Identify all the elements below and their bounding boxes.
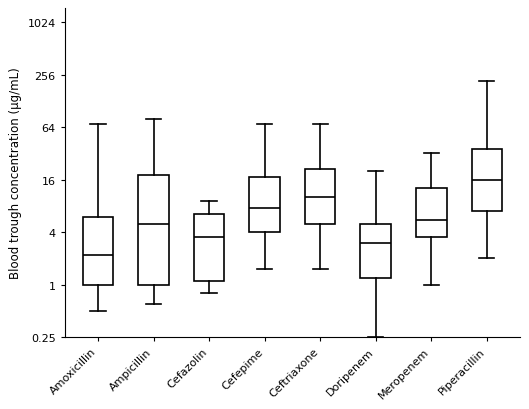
PathPatch shape	[194, 214, 224, 281]
PathPatch shape	[360, 224, 391, 278]
PathPatch shape	[249, 178, 280, 233]
Y-axis label: Blood trough concentration (µg/mL): Blood trough concentration (µg/mL)	[9, 67, 22, 279]
PathPatch shape	[138, 176, 169, 285]
PathPatch shape	[471, 150, 502, 211]
PathPatch shape	[305, 170, 335, 224]
PathPatch shape	[416, 188, 446, 238]
PathPatch shape	[83, 217, 113, 285]
